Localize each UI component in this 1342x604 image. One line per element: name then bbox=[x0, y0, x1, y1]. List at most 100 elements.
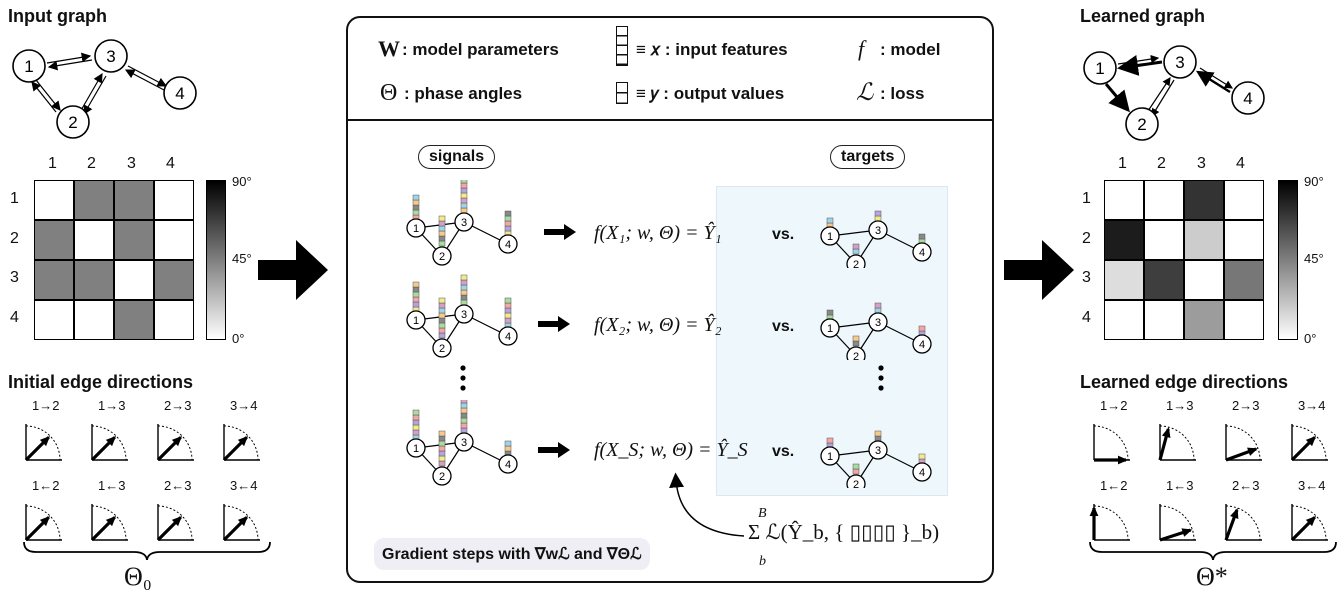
edge-direction-glyph bbox=[156, 504, 194, 542]
svg-text:4: 4 bbox=[505, 331, 511, 343]
svg-text:1: 1 bbox=[24, 57, 33, 76]
matrix-cell bbox=[34, 180, 75, 221]
matrix-cell bbox=[73, 259, 115, 301]
matrix-cell bbox=[1223, 299, 1264, 340]
colorbar-mid-label: 45° bbox=[1304, 251, 1324, 266]
svg-text:1: 1 bbox=[413, 315, 419, 327]
matrix-cell bbox=[1183, 259, 1225, 301]
edge-direction-label: 2→3 bbox=[164, 398, 192, 413]
learned-colorbar bbox=[1278, 180, 1298, 340]
edge-direction-label: 3→4 bbox=[1298, 398, 1326, 413]
col-tick: 4 bbox=[1236, 155, 1245, 172]
edge-direction-label: 2←3 bbox=[164, 478, 192, 493]
colorbar-min-label: 0° bbox=[1304, 331, 1317, 346]
signal-graph-1: 1 3 2 4 bbox=[406, 180, 518, 266]
matrix-cell bbox=[1104, 259, 1145, 301]
edge-direction-glyph bbox=[90, 424, 128, 462]
edge-direction-glyph bbox=[1158, 424, 1196, 461]
theta-symbol: Θ bbox=[380, 80, 398, 106]
flow-arrow-left bbox=[258, 240, 328, 300]
colorbar-min-label: 0° bbox=[232, 331, 245, 346]
svg-text:2: 2 bbox=[68, 113, 77, 132]
input-graph-title: Input graph bbox=[8, 6, 107, 26]
gradient-steps-label: Gradient steps with ∇wℒ and ∇Θℒ bbox=[374, 538, 650, 570]
vs-label-1: vs. bbox=[772, 226, 795, 243]
edge-direction-label: 2→3 bbox=[1232, 398, 1260, 413]
edge-direction-label: 1←3 bbox=[1166, 478, 1194, 493]
formula-s: f(X_S; w, Θ) = Ŷ_S bbox=[594, 439, 748, 461]
row-tick: 2 bbox=[1082, 230, 1091, 247]
svg-text:3: 3 bbox=[1175, 53, 1184, 72]
col-tick: 1 bbox=[1118, 155, 1127, 172]
svg-text:4: 4 bbox=[505, 459, 511, 471]
edge-direction-glyph bbox=[1159, 504, 1196, 542]
learned-matrix-col-ticks: 1 2 3 4 bbox=[1104, 155, 1264, 175]
output-value-legend-text: ≡ 𝑦 : output values bbox=[636, 84, 785, 103]
matrix-cell bbox=[1183, 180, 1225, 221]
target-ellipsis bbox=[878, 365, 884, 391]
edge-direction-glyph bbox=[1290, 504, 1328, 542]
edge-direction-label: 1←3 bbox=[98, 478, 126, 493]
input-feature-legend-text: ≡ 𝑥 : input features bbox=[636, 40, 788, 59]
legend-divider bbox=[347, 119, 993, 121]
edge-direction-label: 1→3 bbox=[1166, 398, 1194, 413]
learned-matrix-row-ticks: 1 2 3 4 bbox=[1082, 180, 1102, 340]
matrix-cell bbox=[1143, 219, 1185, 261]
col-tick: 1 bbox=[48, 155, 57, 172]
svg-text:3: 3 bbox=[875, 225, 881, 237]
node-4: 4 bbox=[1231, 81, 1265, 115]
svg-text:2: 2 bbox=[853, 479, 859, 488]
learned-edges-title: Learned edge directions bbox=[1080, 372, 1289, 392]
theta-zero-label: Θ₀ bbox=[124, 562, 152, 591]
input-colorbar bbox=[206, 180, 226, 340]
output-value-icon bbox=[616, 82, 628, 104]
edge-direction-glyph bbox=[24, 424, 62, 462]
initial-brace bbox=[23, 541, 271, 560]
svg-text:4: 4 bbox=[919, 247, 925, 259]
svg-text:3: 3 bbox=[875, 317, 881, 329]
col-tick: 3 bbox=[1197, 155, 1206, 172]
learned-phase-matrix bbox=[1104, 180, 1264, 340]
edge-direction-label: 3→4 bbox=[230, 398, 258, 413]
svg-text:4: 4 bbox=[1243, 89, 1252, 108]
formula-2: f(X₂; w, Θ) = Ŷ₂ bbox=[594, 314, 722, 336]
learned-edge-directions: 1→2 1→3 2→3 3→4 1←2 1←3 2←3 3←4 bbox=[1080, 398, 1340, 548]
col-tick: 2 bbox=[1157, 155, 1166, 172]
matrix-cell bbox=[73, 299, 115, 340]
matrix-cell bbox=[1104, 180, 1145, 221]
matrix-cell bbox=[1143, 299, 1185, 340]
matrix-cell bbox=[153, 259, 194, 301]
input-feature-icon bbox=[616, 26, 628, 66]
matrix-cell bbox=[1183, 299, 1225, 340]
vs-label-s: vs. bbox=[772, 443, 795, 460]
matrix-cell bbox=[153, 219, 194, 261]
col-tick: 4 bbox=[166, 155, 175, 172]
node-3: 3 bbox=[94, 39, 128, 73]
node-1: 1 bbox=[12, 49, 46, 83]
edge-direction-glyph bbox=[90, 504, 128, 542]
w-legend-text: : model parameters bbox=[402, 40, 559, 59]
svg-text:2: 2 bbox=[853, 351, 859, 360]
w-symbol: W bbox=[378, 36, 400, 61]
svg-text:4: 4 bbox=[175, 84, 184, 103]
matrix-cell bbox=[153, 299, 194, 340]
formula-1: f(X₁; w, Θ) = Ŷ₁ bbox=[594, 222, 722, 244]
edge-direction-label: 1→2 bbox=[1100, 398, 1128, 413]
node-2: 2 bbox=[56, 105, 90, 139]
svg-text:2: 2 bbox=[439, 471, 445, 483]
edge-direction-glyph bbox=[24, 504, 62, 542]
matrix-cell bbox=[1223, 219, 1264, 261]
l-legend-text: : loss bbox=[880, 84, 925, 103]
row-tick: 1 bbox=[10, 190, 19, 207]
edge-direction-glyph bbox=[222, 504, 260, 542]
model-arrow-s bbox=[538, 442, 570, 458]
target-graph-s: 1 3 2 4 bbox=[820, 430, 932, 488]
signal-graph-s: 1 3 2 4 bbox=[406, 400, 518, 486]
node-1: 1 bbox=[1083, 51, 1117, 85]
edge-direction-label: 1←2 bbox=[32, 478, 60, 493]
svg-text:1: 1 bbox=[413, 443, 419, 455]
edge-direction-label: 1→3 bbox=[98, 398, 126, 413]
svg-text:1: 1 bbox=[827, 323, 833, 335]
edge-direction-glyph bbox=[1225, 424, 1262, 462]
edge-direction-glyph bbox=[222, 424, 260, 462]
